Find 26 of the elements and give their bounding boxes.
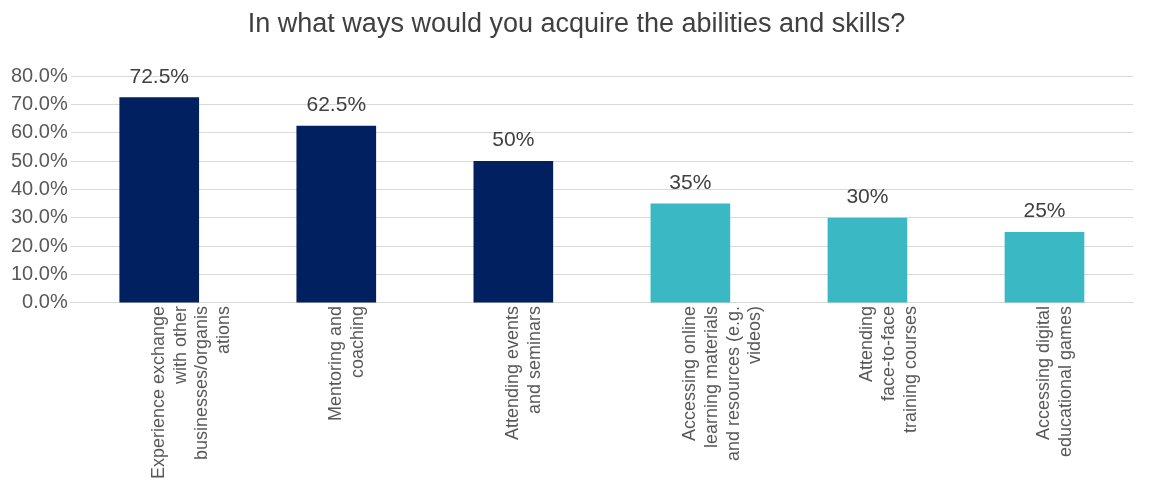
data-label: 35% xyxy=(669,169,712,193)
y-tick-label: 80.0% xyxy=(10,63,68,86)
y-tick-label: 50.0% xyxy=(10,148,68,171)
bar xyxy=(1004,231,1085,303)
y-tick-label: 70.0% xyxy=(10,91,68,114)
data-label: 50% xyxy=(492,127,535,151)
data-label: 25% xyxy=(1023,198,1066,222)
y-tick-label: 40.0% xyxy=(10,176,68,199)
y-tick-label: 10.0% xyxy=(10,262,68,285)
y-tick-label: 20.0% xyxy=(10,233,68,256)
data-label: 30% xyxy=(846,184,889,208)
y-tick-label: 30.0% xyxy=(10,205,68,228)
x-tick-label: Experience exchange with other businesses/organisations xyxy=(148,305,233,480)
x-tick-label: Mentoring and coaching xyxy=(325,305,367,421)
x-tick-label: Attending events and seminars xyxy=(502,305,544,440)
bar xyxy=(650,203,731,303)
y-tick-label: 0.0% xyxy=(22,290,68,313)
bar xyxy=(296,125,377,303)
data-label: 72.5% xyxy=(129,63,190,87)
bar xyxy=(119,97,200,303)
data-label: 62.5% xyxy=(306,91,367,115)
y-tick-label: 60.0% xyxy=(10,120,68,143)
bar xyxy=(827,217,908,303)
bar xyxy=(473,161,554,303)
chart-title: In what ways would you acquire the abilities and skills? xyxy=(246,7,907,40)
x-tick-label: Accessing online learning materials and resources (e.g. videos) xyxy=(679,305,765,461)
